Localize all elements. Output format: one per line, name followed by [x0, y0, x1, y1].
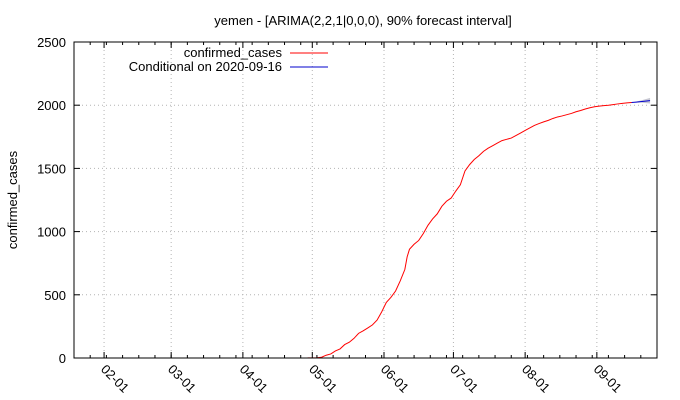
- x-tick-label: 09-01: [591, 362, 625, 396]
- y-tick-label: 500: [44, 288, 66, 303]
- y-tick-label: 2000: [37, 98, 66, 113]
- y-tick-label: 1000: [37, 225, 66, 240]
- x-axis: 02-01 03-01 04-01 05-01 06-01 07-01 08-01 09-01: [89, 42, 642, 396]
- series-lines: [307, 100, 651, 359]
- x-tick-label: 08-01: [519, 362, 553, 396]
- x-tick-label: 04-01: [237, 362, 271, 396]
- y-tick-label: 1500: [37, 161, 66, 176]
- chart-title: yemen - [ARIMA(2,2,1|0,0,0), 90% forecas…: [214, 13, 511, 28]
- x-tick-label: 07-01: [447, 362, 481, 396]
- x-tick-label: 06-01: [378, 362, 412, 396]
- legend-label-0: confirmed_cases: [184, 45, 283, 60]
- y-axis-title: confirmed_cases: [5, 150, 20, 249]
- y-tick-label: 2500: [37, 35, 66, 50]
- x-tick-label: 02-01: [98, 362, 132, 396]
- series-line-0: [307, 102, 632, 359]
- y-axis: 0 500 1000 1500 2000 2500: [37, 35, 657, 366]
- x-tick-label: 05-01: [306, 362, 340, 396]
- grid: [74, 42, 657, 358]
- plot-frame: [73, 41, 658, 359]
- series-line-1: [631, 100, 651, 104]
- legend-label-1: Conditional on 2020-09-16: [129, 59, 282, 74]
- y-tick-label: 0: [59, 351, 66, 366]
- x-tick-label: 03-01: [165, 362, 199, 396]
